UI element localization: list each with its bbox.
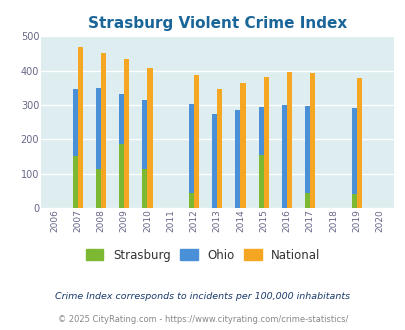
Bar — [351, 108, 356, 208]
Bar — [309, 73, 315, 208]
Bar — [96, 88, 101, 208]
Bar — [188, 104, 194, 208]
Bar — [119, 94, 124, 208]
Bar — [142, 170, 147, 208]
Bar — [188, 193, 194, 208]
Bar — [240, 83, 245, 208]
Bar — [194, 75, 198, 208]
Bar — [119, 145, 124, 208]
Bar — [281, 105, 286, 208]
Bar — [258, 155, 263, 208]
Bar — [286, 72, 291, 208]
Title: Strasburg Violent Crime Index: Strasburg Violent Crime Index — [87, 16, 346, 31]
Bar — [124, 59, 129, 208]
Bar — [258, 107, 263, 208]
Bar — [72, 156, 78, 208]
Text: Crime Index corresponds to incidents per 100,000 inhabitants: Crime Index corresponds to incidents per… — [55, 292, 350, 301]
Bar — [304, 106, 309, 208]
Bar — [217, 89, 222, 208]
Bar — [78, 47, 83, 208]
Bar — [263, 77, 268, 208]
Bar — [72, 89, 78, 208]
Legend: Strasburg, Ohio, National: Strasburg, Ohio, National — [81, 244, 324, 266]
Bar — [142, 100, 147, 208]
Bar — [211, 114, 217, 208]
Text: © 2025 CityRating.com - https://www.cityrating.com/crime-statistics/: © 2025 CityRating.com - https://www.city… — [58, 315, 347, 324]
Bar — [351, 194, 356, 208]
Bar — [147, 68, 152, 208]
Bar — [304, 193, 309, 208]
Bar — [101, 53, 106, 208]
Bar — [96, 169, 101, 208]
Bar — [235, 110, 240, 208]
Bar — [356, 78, 361, 208]
